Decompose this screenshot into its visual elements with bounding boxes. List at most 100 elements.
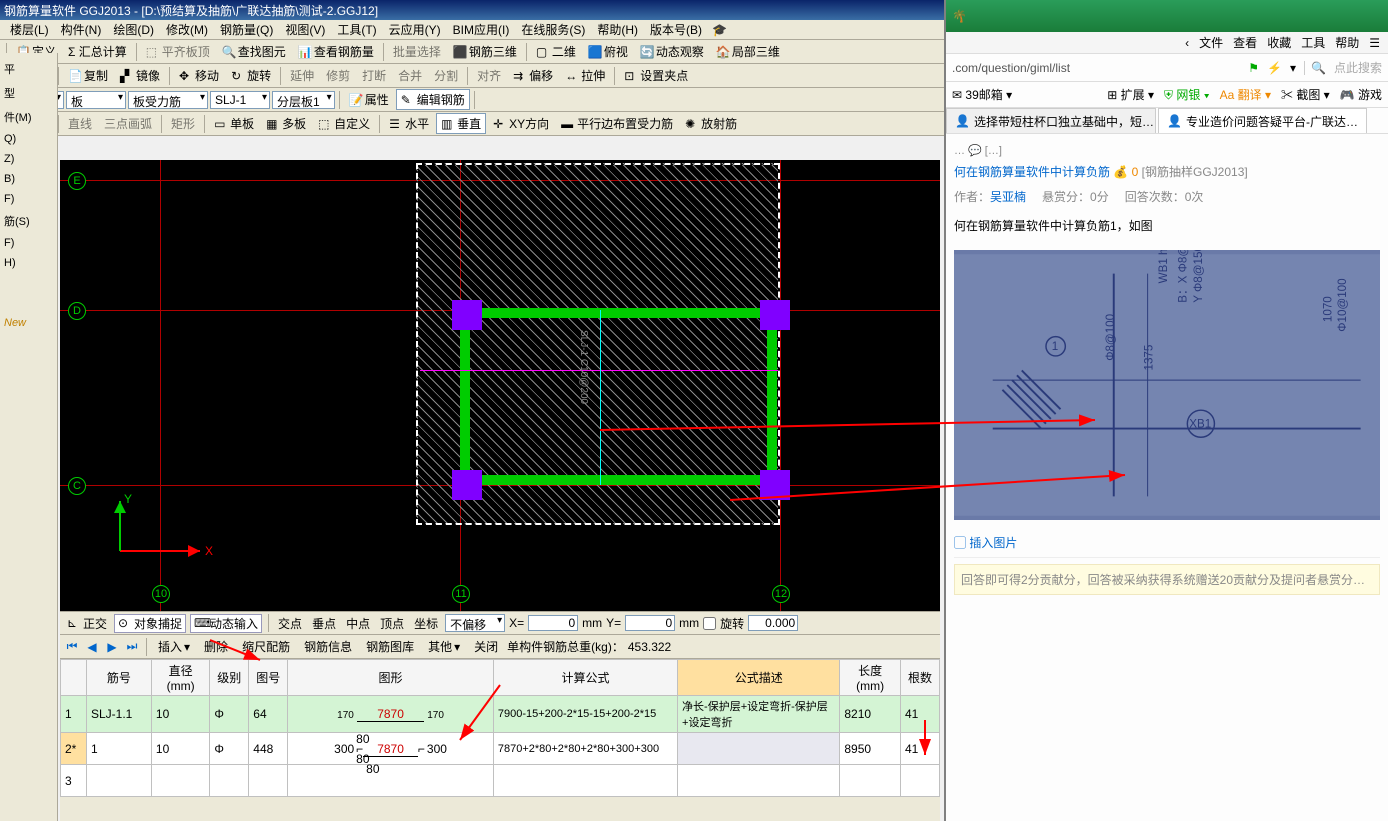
next-button[interactable]: ▶ <box>104 640 120 654</box>
code-select[interactable]: SLJ-1 <box>210 91 270 109</box>
component-select[interactable]: 板 <box>66 91 126 109</box>
move-button[interactable]: ✥移动 <box>174 65 224 86</box>
capture-ext[interactable]: ✂ 截图 ▾ <box>1281 86 1330 103</box>
batch-select-button[interactable]: 批量选择 <box>388 41 446 62</box>
ext-button[interactable]: ⊞ 扩展 ▾ <box>1107 86 1154 103</box>
bmenu-file[interactable]: 文件 <box>1199 34 1223 51</box>
first-button[interactable]: ⏮ <box>64 639 80 654</box>
sidebar-item[interactable]: Z) <box>2 149 55 169</box>
column-tl[interactable] <box>452 300 482 330</box>
mid-snap[interactable]: 中点 <box>343 615 373 632</box>
sidebar-item[interactable]: 平 <box>2 57 55 81</box>
bmenu-more[interactable]: ☰ <box>1369 36 1380 50</box>
local-3d-button[interactable]: 🏠局部三维 <box>711 41 785 62</box>
sidebar-item[interactable]: F) <box>2 189 55 209</box>
break-button[interactable]: 打断 <box>357 65 391 86</box>
align-top-button[interactable]: ⬚平齐板顶 <box>141 41 215 62</box>
layer-select[interactable]: 分层板1 <box>272 91 335 109</box>
shape-cell[interactable]: 170 7870 170 <box>288 696 494 733</box>
bmenu-tool[interactable]: 工具 <box>1301 34 1325 51</box>
perp-snap[interactable]: 垂点 <box>309 615 339 632</box>
menu-cloud[interactable]: 云应用(Y) <box>383 21 447 38</box>
edit-rebar-button[interactable]: ✎编辑钢筋 <box>396 89 470 110</box>
coord-snap[interactable]: 坐标 <box>411 615 441 632</box>
menu-component[interactable]: 构件(N) <box>55 21 108 38</box>
single-slab-tool[interactable]: ▭单板 <box>209 113 259 134</box>
column-bl[interactable] <box>452 470 482 500</box>
author-link[interactable]: 吴亚楠 <box>990 190 1026 204</box>
canvas[interactable]: E D C 10 11 12 SLJ-1 C10@200 X Y <box>60 160 940 611</box>
menu-rebar[interactable]: 钢筋量(Q) <box>214 21 279 38</box>
angle-input[interactable] <box>748 615 798 631</box>
x-input[interactable] <box>528 615 578 631</box>
rotate-button[interactable]: ↻旋转 <box>226 65 276 86</box>
extend-button[interactable]: 延伸 <box>285 65 319 86</box>
y-input[interactable] <box>625 615 675 631</box>
menu-tool[interactable]: 工具(T) <box>331 21 382 38</box>
menu-online[interactable]: 在线服务(S) <box>515 21 591 38</box>
menu-help[interactable]: 帮助(H) <box>591 21 644 38</box>
delete-row-button[interactable]: 删除 <box>199 636 233 657</box>
vertical-tool[interactable]: ▥垂直 <box>436 113 486 134</box>
sidebar-item[interactable]: New <box>2 313 55 333</box>
xy-tool[interactable]: ✛XY方向 <box>488 113 554 134</box>
stretch-button[interactable]: ↔拉伸 <box>560 65 610 86</box>
game-ext[interactable]: 🎮 游戏 <box>1340 86 1382 103</box>
flag-icon[interactable]: ⚑ <box>1248 61 1259 75</box>
menu-bim[interactable]: BIM应用(I) <box>447 21 516 38</box>
dyn-toggle[interactable]: ⌨动态输入 <box>190 614 262 633</box>
sidebar-item[interactable]: 件(M) <box>2 105 55 129</box>
multi-slab-tool[interactable]: ▦多板 <box>261 113 311 134</box>
search-placeholder[interactable]: 点此搜索 <box>1334 59 1382 76</box>
mirror-button[interactable]: ▞镜像 <box>115 65 165 86</box>
table-row[interactable]: 1 SLJ-1.1 10 Φ 64 170 7870 170 7900-15+2… <box>61 696 940 733</box>
insert-row-button[interactable]: 插入 ▾ <box>153 636 195 657</box>
bmenu-view[interactable]: 查看 <box>1233 34 1257 51</box>
top-view-button[interactable]: 🟦俯视 <box>583 41 633 62</box>
sidebar-item[interactable]: Q) <box>2 129 55 149</box>
sidebar-item[interactable]: B) <box>2 169 55 189</box>
subtype-select[interactable]: 板受力筋 <box>128 91 208 109</box>
lib-button[interactable]: 钢筋图库 <box>361 636 419 657</box>
horizontal-tool[interactable]: ☰水平 <box>384 113 434 134</box>
sidebar-item[interactable]: 筋(S) <box>2 209 55 233</box>
menu-draw[interactable]: 绘图(D) <box>107 21 160 38</box>
column-tr[interactable] <box>760 300 790 330</box>
parallel-edge-tool[interactable]: ▬平行边布置受力筋 <box>556 113 678 134</box>
sum-button[interactable]: Σ 汇总计算 <box>63 41 132 62</box>
align-button[interactable]: 对齐 <box>472 65 506 86</box>
question-title[interactable]: 何在钢筋算量软件中计算负筋 💰 0 [钢筋抽样GGJ2013] <box>954 159 1380 184</box>
custom-tool[interactable]: ⬚自定义 <box>313 113 375 134</box>
sidebar-item[interactable]: F) <box>2 233 55 253</box>
other-button[interactable]: 其他 ▾ <box>423 636 465 657</box>
ortho-toggle[interactable]: ⊾正交 <box>64 615 110 632</box>
bmenu-fav[interactable]: 收藏 <box>1267 34 1291 51</box>
search-icon[interactable]: 🔍 <box>1304 61 1326 75</box>
url-field[interactable]: .com/question/giml/list <box>952 61 1240 75</box>
attr-button[interactable]: 📝属性 <box>344 89 394 110</box>
close-panel-button[interactable]: 关闭 <box>469 636 503 657</box>
prev-nav[interactable]: ‹ <box>1185 36 1189 50</box>
offset-button[interactable]: ⇉偏移 <box>508 65 558 86</box>
sidebar-item[interactable]: H) <box>2 253 55 273</box>
insert-image-link[interactable]: ▢ 插入图片 <box>954 528 1380 558</box>
menu-floor[interactable]: 楼层(L) <box>4 21 55 38</box>
tab-1[interactable]: 👤选择带短柱杯口独立基础中，短… <box>946 108 1156 133</box>
copy-button[interactable]: 📄复制 <box>63 65 113 86</box>
last-button[interactable]: ⏭ <box>124 639 140 654</box>
cross-snap[interactable]: 交点 <box>275 615 305 632</box>
line-tool[interactable]: 直线 <box>63 113 97 134</box>
offset-mode-select[interactable]: 不偏移 <box>445 614 505 632</box>
table-row[interactable]: 2* 1 10 Φ 448 300 80 ⌐7870⌐ 80 80 300 <box>61 733 940 765</box>
radial-tool[interactable]: ✺放射筋 <box>680 113 742 134</box>
arc-tool[interactable]: 三点画弧 <box>99 113 157 134</box>
blueprint-image[interactable]: 1 XB1 WB1 h=120 B：X Φ8@100 Y Φ8@150 1375… <box>954 250 1380 520</box>
bank-ext[interactable]: ⛨ 网银 ▾ <box>1164 86 1210 103</box>
slab-outline[interactable] <box>460 308 777 485</box>
sidebar-item[interactable]: 型 <box>2 81 55 105</box>
table-row[interactable]: 3 <box>61 765 940 797</box>
trans-ext[interactable]: Aa 翻译 ▾ <box>1220 86 1271 103</box>
chevron-down-icon[interactable]: ▾ <box>1290 61 1296 75</box>
split-button[interactable]: 分割 <box>429 65 463 86</box>
orbit-button[interactable]: 🔄动态观察 <box>635 41 709 62</box>
